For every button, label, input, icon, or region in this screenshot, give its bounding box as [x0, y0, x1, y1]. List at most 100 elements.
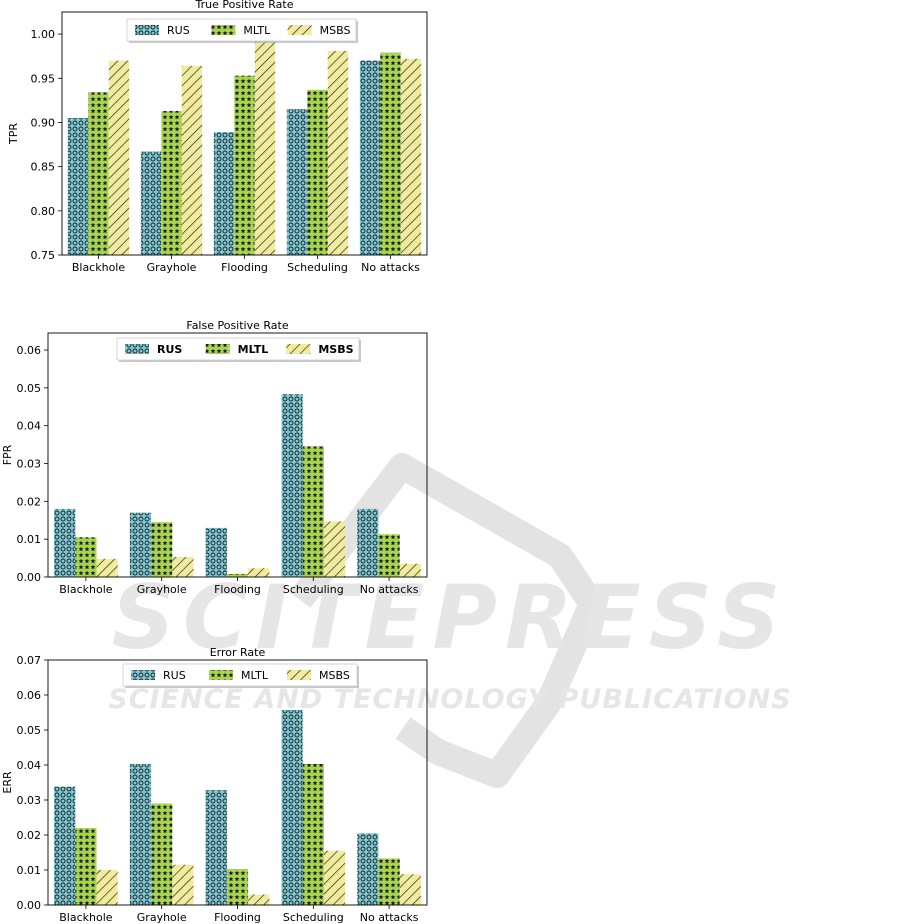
fpr-ytick-label-0-03: 0.03 — [17, 458, 42, 471]
fpr-ytick-label-0-06: 0.06 — [17, 344, 42, 357]
tpr-legend-label-rus: RUS — [167, 24, 190, 37]
fpr-legend-label-rus: RUS — [157, 343, 182, 356]
fpr-ytick-label-0-04: 0.04 — [17, 420, 42, 433]
err-ytick-label-0-02: 0.02 — [17, 829, 42, 842]
fpr-ytick-label-0-00: 0.00 — [17, 571, 42, 584]
err-legend: RUS MLTL MSBS — [122, 663, 359, 688]
err-xtick-label-scheduling: Scheduling — [283, 911, 344, 924]
err-legend-label-msbs: MSBS — [319, 669, 350, 682]
err-bar-rus-grayhole — [129, 763, 152, 905]
fpr-ytick-label-0-02: 0.02 — [17, 495, 42, 508]
tpr-ytick-label-0-80: 0.80 — [31, 205, 56, 218]
err-ytick-label-0-01: 0.01 — [17, 864, 42, 877]
err-bar-mltl-scheduling — [302, 763, 324, 905]
fpr-bar-rus-grayhole — [129, 512, 152, 577]
err-chart: Error Rate Blackhole Grayhole Flooding Sched… — [1, 646, 428, 924]
err-ytick-label-0-00: 0.00 — [17, 899, 42, 912]
fpr-bar-msbs-no-attacks — [399, 563, 421, 577]
err-bar-msbs-blackhole — [96, 870, 118, 905]
tpr-ytick-label-1-00: 1.00 — [31, 28, 56, 41]
tpr-title: True Positive Rate — [195, 0, 294, 11]
err-bar-msbs-scheduling — [323, 850, 346, 905]
fpr-legend: RUS MLTL MSBS — [116, 337, 361, 362]
tpr-bar-msbs-grayhole — [181, 65, 203, 256]
err-bar-rus-flooding — [205, 790, 227, 905]
fpr-xtick-label-no-attacks: No attacks — [360, 583, 419, 596]
fpr-legend-swatch-rus — [125, 344, 149, 354]
err-xtick-label-blackhole: Blackhole — [59, 911, 113, 924]
err-legend-swatch-mltl — [209, 670, 233, 680]
tpr-legend-swatch-rus — [135, 25, 159, 35]
tpr-bar-rus-flooding — [213, 132, 235, 255]
err-ytick-label-0-06: 0.06 — [17, 689, 42, 702]
err-ytick-label-0-05: 0.05 — [17, 724, 42, 737]
tpr-ytick-label-0-75: 0.75 — [31, 249, 56, 262]
err-axes-frame — [47, 659, 428, 906]
fpr-bar-mltl-blackhole — [75, 537, 97, 577]
tpr-ytick-label-0-90: 0.90 — [31, 116, 56, 129]
tpr-bar-rus-no-attacks — [359, 60, 381, 255]
err-xtick-label-flooding: Flooding — [214, 911, 261, 924]
fpr-xtick-label-blackhole: Blackhole — [59, 583, 113, 596]
fpr-xtick-label-grayhole: Grayhole — [137, 583, 187, 596]
fpr-bar-rus-no-attacks — [357, 508, 379, 577]
err-ytick-label-0-07: 0.07 — [17, 654, 42, 667]
err-bar-msbs-flooding — [248, 894, 270, 905]
tpr-xtick-label-no-attacks: No attacks — [361, 261, 420, 274]
tpr-xtick-label-scheduling: Scheduling — [287, 261, 348, 274]
err-xtick-label-grayhole: Grayhole — [137, 911, 187, 924]
tpr-bar-rus-grayhole — [140, 151, 162, 255]
tpr-legend-label-msbs: MSBS — [320, 24, 351, 37]
err-ylabel: ERR — [1, 771, 14, 794]
fpr-bar-msbs-flooding — [248, 568, 270, 577]
tpr-bar-mltl-no-attacks — [380, 52, 401, 256]
fpr-bar-mltl-scheduling — [302, 446, 324, 577]
tpr-bar-rus-blackhole — [67, 118, 89, 255]
err-bar-mltl-grayhole — [151, 803, 173, 905]
tpr-legend-box — [126, 18, 357, 42]
tpr-xtick-label-flooding: Flooding — [221, 261, 268, 274]
err-bar-rus-scheduling — [281, 710, 303, 905]
err-bar-mltl-flooding — [226, 868, 249, 905]
fpr-ylabel: FPR — [1, 444, 14, 465]
err-legend-box — [122, 663, 358, 687]
fpr-legend-swatch-mltl — [205, 344, 230, 354]
err-bar-rus-blackhole — [54, 786, 76, 905]
fpr-bar-rus-scheduling — [281, 394, 303, 577]
err-bar-msbs-grayhole — [172, 864, 194, 905]
fpr-bar-msbs-blackhole — [96, 558, 118, 577]
err-bar-mltl-blackhole — [75, 828, 97, 905]
tpr-bar-msbs-no-attacks — [400, 58, 422, 255]
err-bar-mltl-no-attacks — [378, 858, 400, 905]
tpr-xtick-label-grayhole: Grayhole — [147, 261, 197, 274]
fpr-legend-swatch-msbs — [286, 344, 311, 354]
fpr-bar-mltl-grayhole — [151, 522, 173, 577]
tpr-bar-mltl-blackhole — [88, 92, 109, 255]
err-legend-swatch-rus — [131, 670, 155, 680]
err-ytick-label-0-03: 0.03 — [17, 794, 42, 807]
tpr-chart: True Positive Rate Blackhole Grayhole Flood… — [7, 0, 428, 274]
fpr-legend-label-msbs: MSBS — [318, 343, 353, 356]
fpr-bar-msbs-grayhole — [172, 556, 194, 577]
tpr-bar-mltl-scheduling — [307, 89, 328, 255]
err-bar-msbs-no-attacks — [399, 874, 421, 905]
tpr-bar-rus-scheduling — [286, 109, 308, 255]
tpr-bar-msbs-blackhole — [108, 60, 130, 255]
tpr-xtick-label-blackhole: Blackhole — [72, 261, 126, 274]
err-legend-label-mltl: MLTL — [241, 669, 269, 682]
fpr-bar-mltl-flooding — [226, 573, 249, 577]
tpr-ytick-label-0-85: 0.85 — [31, 161, 56, 174]
tpr-ylabel: TPR — [7, 123, 20, 145]
fpr-axes-frame — [47, 332, 428, 578]
tpr-legend-label-mltl: MLTL — [243, 24, 271, 37]
fpr-bar-mltl-no-attacks — [378, 534, 400, 577]
fpr-legend-box — [116, 337, 360, 361]
tpr-bar-msbs-scheduling — [327, 50, 349, 255]
fpr-bar-msbs-scheduling — [323, 521, 346, 577]
fpr-ytick-label-0-05: 0.05 — [17, 382, 42, 395]
fpr-xtick-label-flooding: Flooding — [214, 583, 261, 596]
tpr-bar-mltl-grayhole — [161, 110, 182, 255]
err-bar-rus-no-attacks — [357, 833, 379, 905]
tpr-legend-swatch-msbs — [287, 25, 312, 35]
